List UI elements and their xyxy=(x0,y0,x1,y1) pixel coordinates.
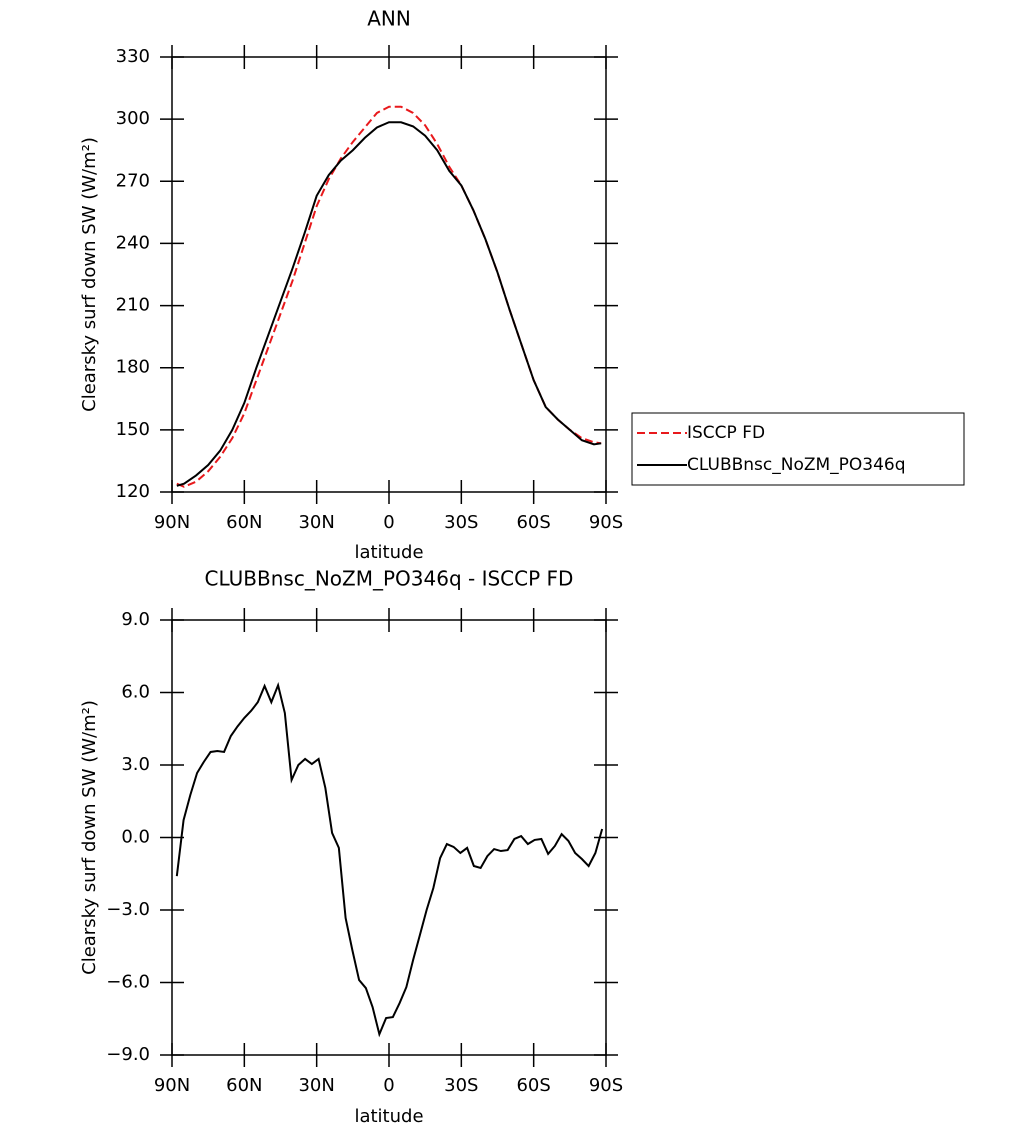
plot-frame xyxy=(171,619,607,1056)
y-tick-label: 210 xyxy=(116,295,150,316)
chart-title: ANN xyxy=(367,7,411,31)
x-tick-label: 60N xyxy=(226,512,262,533)
y-tick-label: 240 xyxy=(116,232,150,253)
y-tick-label: 0.0 xyxy=(121,827,150,848)
x-tick-label: 30N xyxy=(298,512,334,533)
x-axis-label: latitude xyxy=(354,1106,423,1127)
data-line xyxy=(176,105,602,488)
x-tick-label: 30S xyxy=(444,1075,478,1096)
x-tick-label: 30S xyxy=(444,512,478,533)
y-tick-label: 300 xyxy=(116,108,150,129)
x-tick-label: 60N xyxy=(226,1075,262,1096)
plot-frame xyxy=(171,56,607,493)
legend-box xyxy=(631,412,965,486)
data-line xyxy=(175,681,604,1038)
x-tick-label: 60S xyxy=(516,512,550,533)
y-tick-label: 150 xyxy=(116,419,150,440)
x-tick-label: 90S xyxy=(589,512,623,533)
y-tick-label: −6.0 xyxy=(106,972,150,993)
legend-label: CLUBBnsc_NoZM_PO346q xyxy=(687,455,906,475)
y-tick-label: 180 xyxy=(116,357,150,378)
chart-title: CLUBBnsc_NoZM_PO346q - ISCCP FD xyxy=(205,567,574,591)
y-tick-label: −9.0 xyxy=(106,1044,150,1065)
y-tick-label: 6.0 xyxy=(121,682,150,703)
y-tick-label: 330 xyxy=(116,46,150,67)
y-tick-label: 270 xyxy=(116,170,150,191)
x-axis-label: latitude xyxy=(354,542,423,563)
x-tick-label: 0 xyxy=(383,512,394,533)
x-tick-label: 90N xyxy=(154,1075,190,1096)
x-tick-label: 30N xyxy=(298,1075,334,1096)
x-tick-label: 90N xyxy=(154,512,190,533)
y-tick-label: 3.0 xyxy=(121,754,150,775)
legend-label: ISCCP FD xyxy=(687,423,765,443)
data-line xyxy=(176,121,602,487)
y-axis-label: Clearsky surf down SW (W/m²) xyxy=(79,137,100,412)
x-tick-label: 90S xyxy=(589,1075,623,1096)
y-axis-label: Clearsky surf down SW (W/m²) xyxy=(79,700,100,975)
y-tick-label: 9.0 xyxy=(121,609,150,630)
y-tick-label: 120 xyxy=(116,481,150,502)
x-tick-label: 60S xyxy=(516,1075,550,1096)
y-tick-label: −3.0 xyxy=(106,899,150,920)
x-tick-label: 0 xyxy=(383,1075,394,1096)
